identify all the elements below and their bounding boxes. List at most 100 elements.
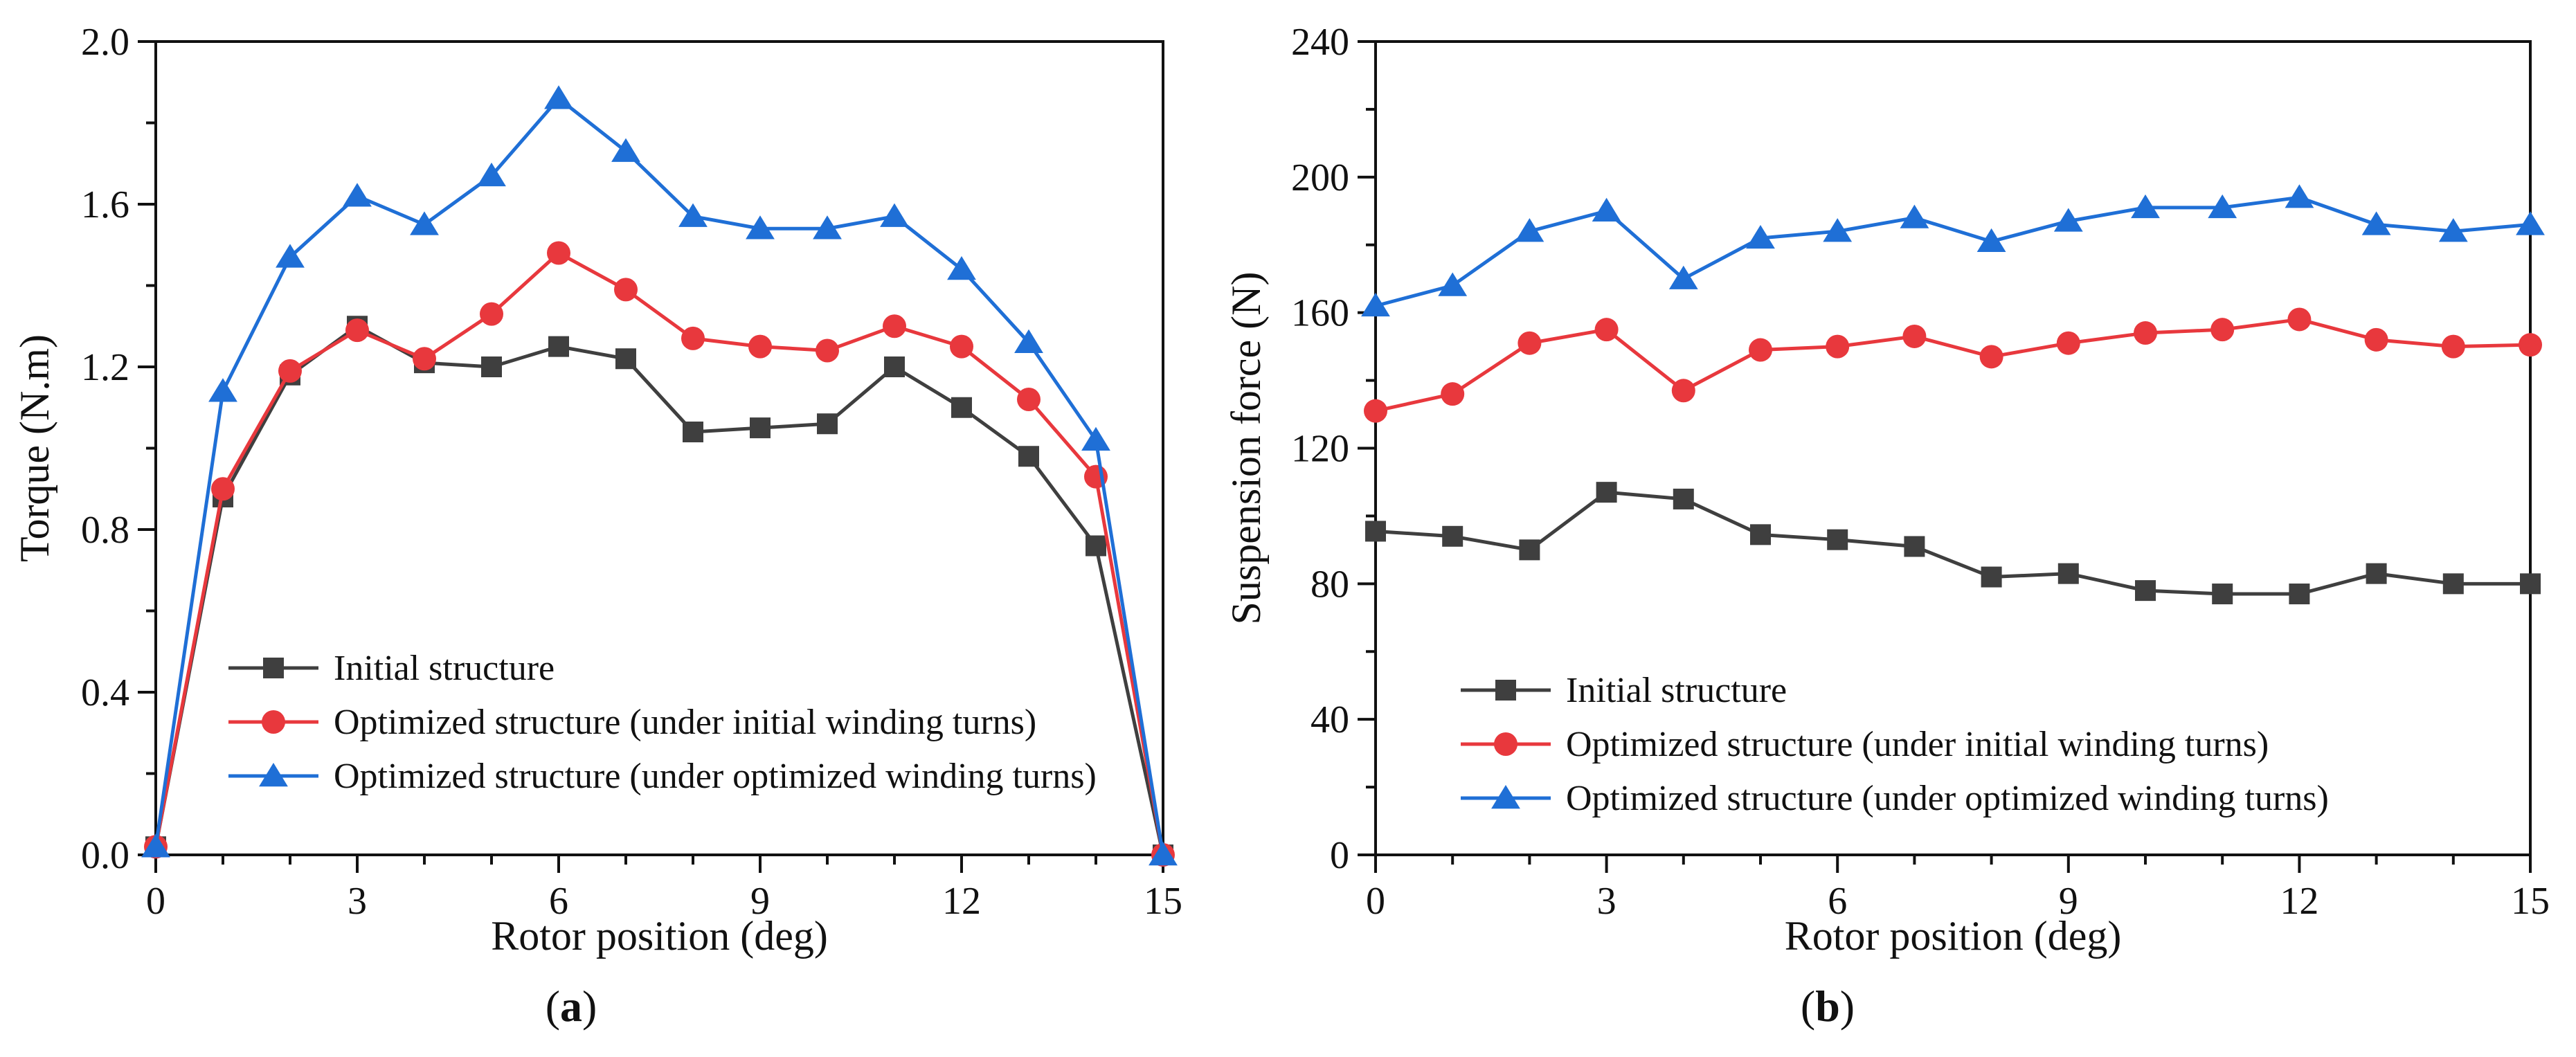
data-point: [276, 244, 305, 268]
data-point: [614, 278, 638, 302]
y-tick-label: 0.8: [81, 509, 129, 552]
data-point: [1827, 529, 1848, 550]
series-circle: [1364, 307, 2542, 423]
data-point: [547, 241, 570, 265]
data-point: [1826, 334, 1850, 359]
data-point: [884, 356, 905, 377]
y-tick-label: 200: [1291, 156, 1349, 199]
x-axis-title: Rotor position (deg): [491, 913, 828, 959]
data-point: [683, 422, 703, 442]
data-point: [883, 314, 906, 338]
data-point: [2516, 211, 2545, 235]
data-point: [1749, 338, 1772, 362]
data-point: [278, 359, 302, 383]
x-tick-label: 15: [1144, 880, 1182, 923]
y-tick-label: 0: [1330, 834, 1349, 877]
x-tick-label: 9: [750, 880, 770, 923]
legend-marker: [1491, 785, 1520, 809]
legend-marker: [262, 710, 285, 734]
panel-label: (a): [546, 982, 597, 1031]
data-point: [1596, 482, 1617, 503]
series-line: [1375, 317, 2531, 413]
data-point: [746, 215, 775, 240]
data-point: [544, 85, 573, 109]
data-point: [2212, 584, 2233, 605]
data-point: [611, 138, 640, 162]
series-square: [1365, 482, 2541, 605]
data-point: [2131, 194, 2160, 219]
data-point: [548, 336, 569, 357]
data-point: [1364, 399, 1387, 423]
data-point: [2442, 573, 2464, 595]
data-point: [1517, 331, 1542, 355]
data-point: [211, 477, 235, 501]
y-tick-label: 1.2: [81, 346, 129, 389]
legend-label: Optimized structure (under initial windi…: [334, 703, 1036, 742]
series-line: [154, 251, 1165, 856]
series-line: [154, 96, 1165, 856]
x-axis-title: Rotor position (deg): [1785, 913, 2122, 959]
data-point: [1081, 426, 1110, 451]
y-tick-label: 80: [1310, 563, 1349, 606]
y-tick-label: 1.6: [81, 183, 129, 226]
series-line: [1375, 490, 2530, 596]
data-point: [1442, 525, 1463, 547]
data-point: [1149, 842, 1178, 866]
data-point: [615, 348, 636, 370]
x-tick-label: 9: [2059, 880, 2078, 923]
data-point: [2366, 563, 2387, 584]
data-point: [1668, 265, 1698, 289]
data-point: [2287, 307, 2312, 332]
legend-label: Initial structure: [1566, 671, 1787, 710]
data-point: [343, 183, 372, 207]
legend: Initial structure Optimized structure (un…: [228, 649, 1097, 796]
data-point: [1361, 292, 1390, 317]
data-point: [2438, 218, 2468, 242]
data-point: [678, 203, 708, 227]
data-point: [480, 302, 503, 326]
data-point: [2364, 327, 2388, 352]
legend-marker: [1495, 680, 1516, 701]
y-tick-label: 0.4: [81, 671, 129, 714]
data-point: [1981, 566, 2002, 588]
data-point: [1365, 521, 1386, 542]
data-point: [1979, 345, 2003, 369]
data-point: [816, 338, 839, 363]
data-point: [1976, 228, 2006, 253]
data-point: [2441, 334, 2465, 359]
data-point: [1014, 329, 1043, 353]
legend-label: Initial structure: [334, 649, 555, 688]
data-point: [1904, 536, 1925, 557]
data-point: [141, 833, 170, 858]
data-point: [1746, 224, 1775, 249]
data-point: [1673, 488, 1694, 509]
y-tick-label: 120: [1291, 428, 1349, 471]
x-tick-label: 6: [1828, 880, 1847, 923]
x-tick-label: 0: [1366, 880, 1385, 923]
data-point: [1592, 197, 1621, 222]
data-point: [2520, 573, 2541, 595]
y-tick-label: 40: [1310, 698, 1349, 741]
data-point: [2057, 563, 2079, 584]
data-point: [208, 378, 237, 402]
data-point: [1750, 524, 1771, 545]
x-tick-label: 15: [2511, 880, 2550, 923]
data-point: [880, 203, 909, 227]
data-point: [481, 356, 502, 377]
x-tick-label: 3: [348, 880, 367, 923]
data-point: [1017, 388, 1041, 411]
series-line: [1375, 195, 2531, 308]
legend-label: Optimized structure (under initial windi…: [1566, 725, 2269, 764]
data-point: [1671, 379, 1695, 403]
data-point: [345, 318, 369, 343]
data-point: [2134, 321, 2157, 345]
data-point: [1086, 535, 1106, 557]
data-point: [1515, 218, 1544, 242]
data-point: [2056, 331, 2080, 355]
data-point: [2208, 194, 2237, 219]
legend-marker: [263, 658, 284, 678]
y-tick-label: 0.0: [81, 834, 129, 877]
data-point: [951, 397, 972, 418]
data-point: [947, 256, 976, 280]
